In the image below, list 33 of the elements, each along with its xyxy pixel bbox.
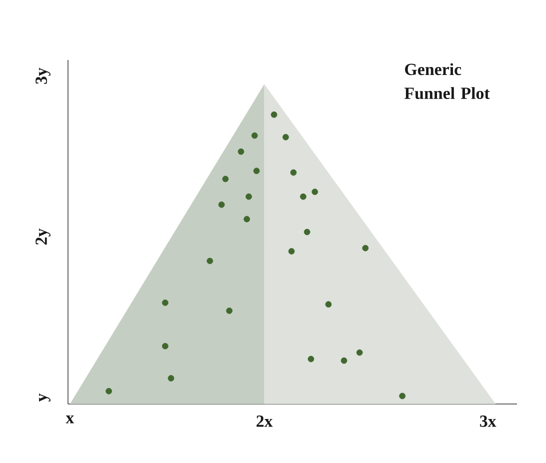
point: [246, 193, 252, 200]
y-tick-label: 3y: [36, 68, 50, 84]
point: [300, 193, 306, 200]
point: [270, 111, 278, 118]
point: [340, 357, 348, 364]
point: [238, 148, 244, 155]
point: [282, 134, 289, 140]
point: [162, 342, 168, 350]
point: [206, 258, 214, 264]
point: [290, 169, 297, 176]
point: [106, 388, 112, 394]
y-tick-label: 2y: [36, 228, 50, 245]
point: [162, 300, 168, 306]
point: [399, 392, 406, 400]
point: [222, 176, 229, 182]
x-tick-label: 3x: [480, 416, 496, 427]
point: [168, 375, 174, 382]
point: [362, 244, 369, 252]
y-tick-label: y: [39, 394, 50, 402]
point: [325, 301, 332, 308]
point: [218, 201, 225, 208]
x-tick-label: x: [66, 416, 74, 424]
point: [226, 308, 233, 314]
point: [251, 132, 258, 139]
point: [253, 168, 260, 174]
x-tick-label: 2x: [256, 416, 273, 427]
point: [244, 216, 250, 222]
point: [356, 349, 363, 356]
point: [312, 188, 318, 195]
point: [304, 228, 310, 236]
point: [288, 248, 295, 254]
point: [308, 356, 314, 362]
text: Generic Funnel Plot: [404, 63, 490, 100]
